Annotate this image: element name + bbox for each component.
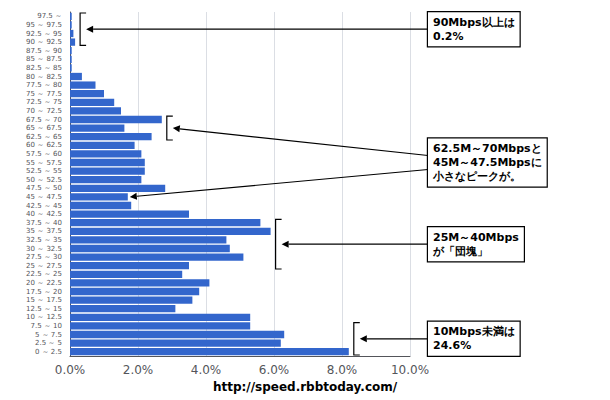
svg-text:5 ～ 7.5: 5 ～ 7.5 [35, 331, 62, 339]
svg-text:2.5 ～ 5: 2.5 ～ 5 [35, 339, 62, 347]
svg-text:10 ～ 12.5: 10 ～ 12.5 [26, 313, 62, 321]
svg-text:90Mbps以上は: 90Mbps以上は [433, 16, 515, 29]
svg-text:45 ～ 47.5: 45 ～ 47.5 [26, 193, 62, 201]
svg-text:42.5 ～ 45: 42.5 ～ 45 [26, 202, 62, 210]
svg-text:30 ～ 32.5: 30 ～ 32.5 [26, 245, 62, 253]
svg-text:55 ～ 57.5: 55 ～ 57.5 [26, 159, 62, 167]
svg-text:50 ～ 52.5: 50 ～ 52.5 [26, 176, 62, 184]
svg-text:65 ～ 67.5: 65 ～ 67.5 [26, 124, 62, 132]
svg-text:87.5 ～ 90: 87.5 ～ 90 [26, 47, 62, 55]
svg-text:24.6%: 24.6% [433, 339, 471, 352]
svg-text:小さなピークが。: 小さなピークが。 [432, 170, 521, 183]
svg-text:52.5 ～ 55: 52.5 ～ 55 [26, 167, 62, 175]
svg-text:62.5 ～ 65: 62.5 ～ 65 [26, 133, 62, 141]
svg-text:57.5 ～ 60: 57.5 ～ 60 [26, 150, 62, 158]
svg-text:0 ～ 2.5: 0 ～ 2.5 [35, 348, 62, 356]
svg-text:4.0%: 4.0% [191, 363, 222, 377]
svg-text:72.5 ～ 75: 72.5 ～ 75 [26, 98, 62, 106]
svg-text:0.2%: 0.2% [433, 30, 464, 43]
svg-text:15 ～ 17.5: 15 ～ 17.5 [26, 296, 62, 304]
svg-text:22.5 ～ 25: 22.5 ～ 25 [26, 270, 62, 278]
svg-text:6.0%: 6.0% [259, 363, 290, 377]
svg-text:10Mbps未満は: 10Mbps未満は [433, 325, 515, 338]
svg-text:75 ～ 77.5: 75 ～ 77.5 [26, 90, 62, 98]
svg-text:0.0%: 0.0% [55, 363, 86, 377]
svg-text:20 ～ 22.5: 20 ～ 22.5 [26, 279, 62, 287]
svg-text:10.0%: 10.0% [391, 363, 429, 377]
svg-text:92.5 ～ 95: 92.5 ～ 95 [26, 30, 62, 38]
svg-text:8.0%: 8.0% [327, 363, 358, 377]
svg-text:47.5 ～ 50: 47.5 ～ 50 [26, 184, 62, 192]
svg-text:60 ～ 62.5: 60 ～ 62.5 [26, 141, 62, 149]
svg-text:http://speed.rbbtoday.com/: http://speed.rbbtoday.com/ [213, 380, 398, 394]
svg-text:が「団塊」: が「団塊」 [432, 245, 488, 258]
svg-text:90 ～ 92.5: 90 ～ 92.5 [26, 38, 62, 46]
svg-text:12.5 ～ 15: 12.5 ～ 15 [26, 305, 62, 313]
svg-text:80 ～ 82.5: 80 ～ 82.5 [26, 73, 62, 81]
svg-text:67.5 ～ 70: 67.5 ～ 70 [26, 116, 62, 124]
svg-text:70 ～ 72.5: 70 ～ 72.5 [26, 107, 62, 115]
svg-text:32.5 ～ 35: 32.5 ～ 35 [26, 236, 62, 244]
svg-text:77.5 ～ 80: 77.5 ～ 80 [26, 81, 62, 89]
svg-text:25 ～ 27.5: 25 ～ 27.5 [26, 262, 62, 270]
svg-text:35 ～ 37.5: 35 ～ 37.5 [26, 227, 62, 235]
svg-text:97.5 ～: 97.5 ～ [37, 12, 62, 20]
svg-text:17.5 ～ 20: 17.5 ～ 20 [26, 288, 62, 296]
svg-text:85 ～ 87.5: 85 ～ 87.5 [26, 55, 62, 63]
svg-text:40 ～ 42.5: 40 ～ 42.5 [26, 210, 62, 218]
svg-text:7.5 ～ 10: 7.5 ～ 10 [31, 322, 63, 330]
svg-text:25M～40Mbps: 25M～40Mbps [433, 231, 519, 244]
svg-text:27.5 ～ 30: 27.5 ～ 30 [26, 253, 62, 261]
svg-text:37.5 ～ 40: 37.5 ～ 40 [26, 219, 62, 227]
svg-text:62.5M～70Mbpsと: 62.5M～70Mbpsと [433, 142, 542, 155]
svg-text:45M～47.5Mbpsに: 45M～47.5Mbpsに [433, 156, 542, 169]
svg-text:2.0%: 2.0% [123, 363, 154, 377]
svg-text:95 ～ 97.5: 95 ～ 97.5 [26, 21, 62, 29]
svg-text:82.5 ～ 85: 82.5 ～ 85 [26, 64, 62, 72]
